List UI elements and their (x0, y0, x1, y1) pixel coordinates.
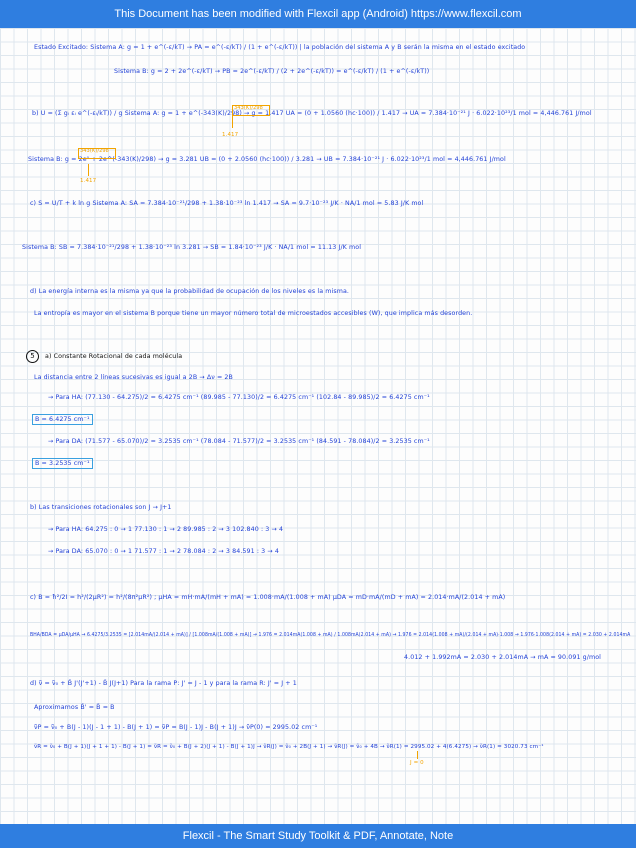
line-5d-p-branch: ν̃P = ν̃₀ + B(J - 1)(J - 1 + 1) - B(J + … (34, 724, 318, 731)
orange-note-3: J = 0 (410, 760, 424, 766)
orange-note-1: 343(K)/298 (234, 105, 263, 111)
line-5a-ha: → Para HA: (77.130 - 64.275)/2 = 6.4275 … (48, 394, 430, 401)
orange-arrow-3 (417, 751, 418, 759)
line-5d-transition: d) ν̃ = ν̃₀ + B̃ J'(J'+1) - B̃ J(J+1) Pa… (30, 680, 297, 687)
line-5b-transitions: b) Las transiciones rotacionales son J →… (30, 504, 172, 511)
line-c-system-b: Sistema B: SB = 7.384·10⁻²¹/298 + 1.38·1… (22, 244, 362, 251)
line-c-system-a: c) S = U/T + k ln g Sistema A: SA = 7.38… (30, 200, 424, 207)
problem-5-heading: 5 a) Constante Rotacional de cada molécul… (26, 350, 182, 363)
line-5c-constant: c) B = ħ²/2I = h²/(2μR²) = h²/(8π²μR²) ;… (30, 594, 506, 601)
line-system-b-excited: Sistema B: g = 2 + 2e^(-ε/kT) → PB = 2e^… (114, 68, 430, 75)
line-b-system-b: Sistema B: g = 2e⁰ + 2e^(-343(K)/298) → … (28, 156, 506, 163)
line-d-conclusion-2: La entropía es mayor en el sistema B por… (34, 310, 473, 317)
line-5d-approximation: Aproximamos B̃' = B̃ = B (34, 704, 115, 711)
orange-value-2: 1.417 (80, 178, 97, 184)
result-b-ha: B = 6.4275 cm⁻¹ (32, 414, 93, 425)
line-b-system-a: b) U = (Σ gᵢ εᵢ e^(-εᵢ/kT)) / g Sistema … (32, 110, 592, 117)
line-5c-ratio: BHA/BDA = μDA/μHA → 6.4275/3.2535 = [2.0… (30, 632, 631, 638)
orange-box-1 (232, 105, 270, 116)
problem-5-title: a) Constante Rotacional de cada molécula (45, 353, 183, 360)
line-5a-spacing: La distancia entre 2 líneas sucesivas es… (34, 374, 233, 381)
result-b-da: B = 3.2535 cm⁻¹ (32, 458, 93, 469)
orange-box-2 (78, 148, 116, 159)
orange-value-1: 1.417 (222, 132, 239, 138)
line-d-conclusion-1: d) La energía interna es la misma ya que… (30, 288, 350, 295)
orange-arrow-1 (232, 114, 233, 128)
line-5b-ha: → Para HA: 64.275 : 0 → 1 77.130 : 1 → 2… (48, 526, 284, 533)
bottom-banner[interactable]: Flexcil - The Smart Study Toolkit & PDF,… (0, 824, 636, 848)
line-5b-da: → Para DA: 65.070 : 0 → 1 71.577 : 1 → 2… (48, 548, 279, 555)
top-banner[interactable]: This Document has been modified with Fle… (0, 0, 636, 28)
line-5d-r-branch: ν̃R = ν̃₀ + B(J + 1)(J + 1 + 1) - B(J + … (34, 744, 544, 750)
problem-number-circle: 5 (26, 350, 39, 363)
notebook-page: Estado Excitado: Sistema A: g = 1 + e^(-… (0, 28, 636, 824)
line-5a-da: → Para DA: (71.577 - 65.070)/2 = 3.2535 … (48, 438, 430, 445)
orange-arrow-2 (88, 164, 89, 176)
orange-note-2: 343(K)/298 (80, 148, 109, 154)
line-excited-state: Estado Excitado: Sistema A: g = 1 + e^(-… (34, 44, 526, 51)
line-5c-mass-result: 4.012 + 1.992mA = 2.030 + 2.014mA → mA =… (404, 654, 602, 661)
